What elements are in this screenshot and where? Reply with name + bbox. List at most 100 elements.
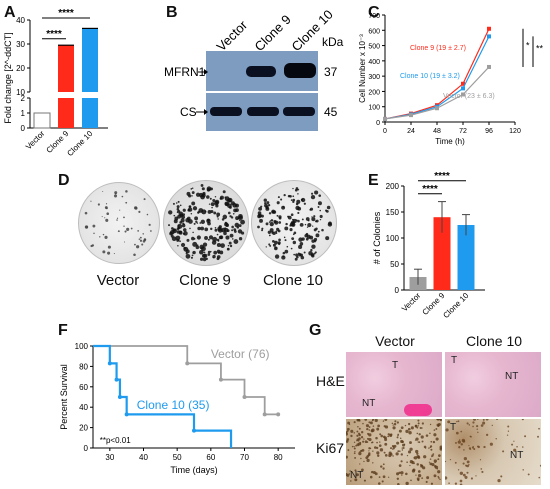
- stain-dot: [412, 468, 416, 472]
- stain-dot: [401, 447, 403, 449]
- stain-dot: [360, 457, 362, 460]
- stain-dot: [463, 456, 468, 461]
- colony-dot: [191, 195, 193, 197]
- stain-dot: [372, 470, 376, 474]
- f-ytick-label: 100: [75, 342, 89, 351]
- f-point: [242, 395, 247, 399]
- colony-dot: [232, 203, 237, 208]
- colony-dot: [268, 243, 271, 246]
- colony-dot: [218, 235, 223, 240]
- stain-dot: [435, 428, 438, 430]
- a-bar: [33, 112, 51, 129]
- stain-dot: [406, 454, 409, 457]
- stain-dot: [482, 421, 486, 425]
- colony-dot: [191, 201, 196, 206]
- colony-dot: [328, 221, 332, 226]
- panel-f-chart: 0 20 40 60 80 100 30 40 50 60 70 80 Time (days) Perce…: [59, 342, 295, 475]
- colony-dot: [113, 194, 118, 198]
- stain-dot: [418, 433, 421, 436]
- stain-dot: [367, 432, 370, 435]
- stain-dot: [513, 448, 517, 452]
- colony-dot: [191, 254, 194, 257]
- f-xtick-label: 70: [240, 453, 249, 462]
- e-ytick-label: 200: [386, 182, 400, 191]
- colony-dot: [168, 210, 173, 215]
- band-mfrn1-clone9: [246, 66, 276, 77]
- colony-dot: [297, 193, 299, 195]
- colony-dot: [232, 212, 235, 215]
- colony-dot: [104, 206, 108, 209]
- stain-dot: [430, 448, 433, 451]
- stain-dot: [358, 427, 361, 430]
- stain-dot: [444, 460, 447, 463]
- colony-dot: [123, 216, 125, 219]
- colony-dot: [143, 198, 146, 201]
- colony-dot: [297, 211, 300, 215]
- colony-dot: [287, 194, 291, 198]
- stain-dot: [396, 436, 399, 439]
- stain-dot: [420, 435, 424, 439]
- colony-dot: [217, 251, 220, 254]
- colony-dot: [238, 213, 243, 219]
- colony-dot: [282, 206, 285, 208]
- stain-dot: [379, 448, 384, 452]
- colony-dot: [315, 227, 318, 231]
- colony-dot: [102, 233, 105, 236]
- stain-dot: [524, 435, 527, 438]
- stain-dot: [477, 431, 479, 434]
- c-ytick-label: 300: [368, 74, 380, 81]
- colony-dot: [282, 251, 286, 255]
- colony-dot: [301, 237, 305, 241]
- stain-dot: [434, 461, 436, 464]
- colony-dot: [105, 218, 109, 222]
- stain-dot: [470, 477, 474, 480]
- stain-dot: [366, 427, 369, 431]
- stain-dot: [376, 451, 380, 455]
- colony-dot: [270, 219, 274, 222]
- colony-dot: [228, 206, 232, 209]
- stain-dot: [466, 460, 470, 464]
- stain-dot: [368, 429, 371, 431]
- c-xtick-label: 96: [485, 128, 493, 135]
- e-sig-label: ****: [434, 172, 450, 182]
- panel-letter-c: C: [368, 4, 380, 21]
- colony-dot: [142, 233, 144, 235]
- stain-dot: [405, 472, 408, 476]
- colony-dot: [219, 250, 224, 255]
- stain-dot: [372, 450, 374, 452]
- stain-dot: [405, 429, 409, 434]
- colony-dot: [172, 202, 175, 205]
- colony-dot: [170, 234, 174, 238]
- colony-dot: [224, 222, 229, 227]
- stain-dot: [347, 421, 351, 425]
- stain-dot: [496, 418, 499, 421]
- stain-dot: [466, 471, 469, 474]
- colony-dot: [295, 202, 299, 206]
- stain-dot: [439, 478, 441, 481]
- f-ytick-label: 80: [79, 362, 88, 371]
- c-ytick-label: 0: [376, 120, 380, 127]
- stain-dot: [410, 426, 414, 430]
- e-ytick-label: 150: [386, 208, 400, 217]
- colony-dot: [293, 231, 297, 235]
- stain-dot: [353, 446, 355, 448]
- colony-dot: [90, 200, 92, 202]
- stain-dot: [396, 472, 400, 476]
- stain-dot: [417, 422, 420, 425]
- stain-dot: [402, 446, 405, 450]
- colony-dot: [291, 237, 295, 241]
- colony-dot: [137, 230, 139, 232]
- a-ylabel: Fold change [2^-ddCT]: [3, 32, 13, 123]
- colony-dot: [301, 218, 304, 221]
- c-xtick-label: 0: [383, 128, 387, 135]
- colony-dot: [224, 196, 227, 199]
- f-ylabel: Percent Survival: [59, 364, 69, 430]
- colony-dot: [207, 209, 212, 214]
- colony-dot: [275, 230, 278, 233]
- colony-dot: [291, 222, 296, 227]
- stain-dot: [433, 474, 437, 478]
- stain-dot: [437, 424, 440, 428]
- mfrn1-arrowhead-icon: [204, 69, 208, 75]
- colony-dot: [176, 205, 180, 209]
- stain-dot: [400, 460, 403, 463]
